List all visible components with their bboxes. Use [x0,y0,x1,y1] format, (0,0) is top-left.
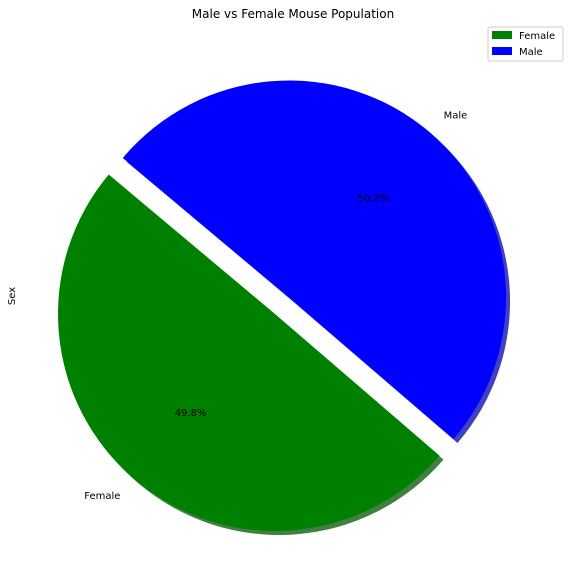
pie-slice-male [122,80,507,440]
legend-label-male: Male [519,47,543,58]
percent-label-female: 49.8% [175,408,207,419]
legend-swatch-female [492,31,512,39]
pie-slices [58,80,507,531]
chart-title: Male vs Female Mouse Population [192,7,394,21]
y-axis-label: Sex [7,287,18,305]
legend: Female Male [487,26,564,62]
category-label-male: Male [444,111,468,122]
legend-label-female: Female [519,31,555,42]
category-label-female: Female [84,491,120,502]
percent-label-male: 50.2% [357,193,389,204]
slice-labels: Female 49.8% Male 50.2% [84,111,467,502]
pie-slice-female [58,174,440,531]
legend-swatch-male [492,47,512,55]
